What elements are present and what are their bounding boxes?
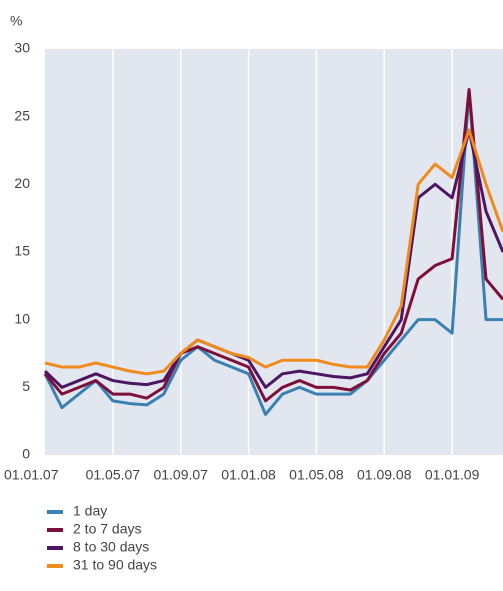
x-tick-label: 01.01.09	[425, 467, 480, 483]
legend-label: 1 day	[73, 503, 107, 519]
y-tick-label: 10	[14, 310, 30, 326]
y-tick-label: 0	[22, 446, 30, 462]
plot-area	[45, 49, 503, 455]
y-tick-label: 5	[22, 378, 30, 394]
x-tick-label: 01.09.07	[153, 467, 208, 483]
series-line	[44, 128, 503, 376]
x-tick-label: 01.01.08	[221, 467, 276, 483]
legend-label: 31 to 90 days	[73, 557, 157, 573]
legend-label: 8 to 30 days	[73, 539, 149, 555]
y-tick-label: 20	[14, 175, 30, 191]
y-tick-label: 25	[14, 107, 30, 123]
y-tick-label: 15	[14, 243, 30, 259]
series-line	[43, 88, 503, 403]
legend-label: 2 to 7 days	[73, 521, 142, 537]
series-line	[43, 88, 503, 416]
series-line	[43, 128, 503, 389]
y-axis-label: %	[10, 13, 22, 29]
x-tick-label: 01.05.07	[86, 467, 141, 483]
x-tick-label: 01.01.07	[4, 467, 59, 483]
x-tick-label: 01.09.08	[357, 467, 412, 483]
y-tick-label: 30	[14, 40, 30, 56]
x-tick-label: 01.05.08	[289, 467, 344, 483]
